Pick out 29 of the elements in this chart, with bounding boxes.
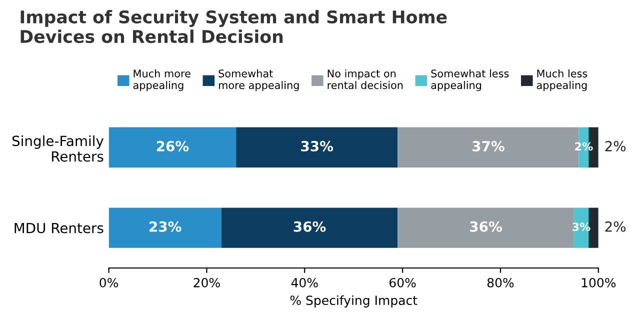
data-label: 2% — [605, 221, 626, 232]
data-label: 26% — [156, 140, 189, 152]
chart-title: Impact of Security System and Smart Home Devices on Rental Decision — [20, 10, 447, 44]
bar — [108, 127, 236, 168]
x-tick-label: 100% — [582, 278, 616, 288]
legend-label: Somewhat more appealing — [218, 69, 299, 92]
legend-label: Much less appealing — [536, 69, 588, 92]
x-tick-label: 60% — [390, 278, 416, 288]
data-label: 36% — [470, 221, 502, 232]
y-tick-label: MDU Renters — [14, 222, 104, 234]
data-label: 33% — [301, 140, 334, 152]
legend-label: Somewhat less appealing — [431, 69, 509, 92]
bar — [108, 208, 222, 248]
legend-label: No impact on rental decision — [328, 69, 403, 90]
legend-label: Much more appealing — [133, 69, 190, 92]
data-label: 37% — [472, 140, 504, 152]
data-label: 36% — [294, 221, 326, 232]
data-label: 2% — [605, 140, 626, 152]
bar — [236, 127, 398, 168]
data-label: 23% — [150, 221, 182, 232]
y-tick-label: Single-Family Renters — [12, 135, 104, 162]
x-tick-label: 20% — [194, 278, 220, 288]
bar — [588, 208, 598, 248]
bar — [398, 208, 574, 248]
x-tick-label: 0% — [100, 278, 118, 288]
x-tick-label: 80% — [487, 278, 514, 288]
x-axis-title: % Specifying Impact — [290, 295, 418, 308]
x-tick-label: 40% — [291, 278, 318, 288]
bar — [221, 208, 398, 248]
